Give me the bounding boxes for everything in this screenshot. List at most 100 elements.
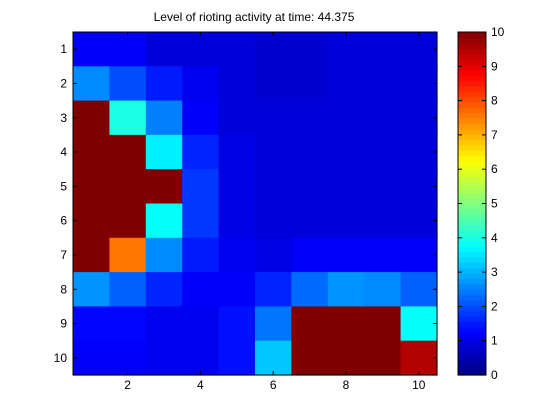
colorbar-segment xyxy=(458,257,486,264)
colorbar-segment xyxy=(458,262,486,269)
colorbar-segment xyxy=(458,74,486,81)
colorbar-segment xyxy=(458,32,486,38)
colorbar-segment xyxy=(458,149,486,156)
heatmap-cell-r6-c2 xyxy=(109,203,147,239)
colorbar-segment xyxy=(458,246,486,253)
heatmap-cell-r1-c1 xyxy=(73,32,110,67)
heatmap-cell-r9-c2 xyxy=(109,306,147,342)
colorbar-tick-label: 7 xyxy=(491,128,498,142)
heatmap-cell-r3-c9 xyxy=(364,100,402,136)
colorbar-segment xyxy=(458,64,486,71)
heatmap-cell-r10-c9 xyxy=(364,340,402,376)
heatmap-cell-r2-c3 xyxy=(145,66,183,102)
colorbar-tick-label: 10 xyxy=(491,25,505,39)
heatmap-cell-r4-c9 xyxy=(364,134,402,170)
chart-title: Level of rioting activity at time: 44.37… xyxy=(154,10,355,24)
heatmap-cell-r2-c2 xyxy=(109,66,147,102)
heatmap-cell-r1-c8 xyxy=(327,32,365,67)
y-tick-label: 3 xyxy=(60,111,67,125)
colorbar-segment xyxy=(458,171,486,178)
heatmap-cell-r3-c5 xyxy=(218,100,256,136)
heatmap-cell-r8-c1 xyxy=(73,272,110,307)
heatmap-cell-r5-c5 xyxy=(218,169,256,205)
colorbar-segment xyxy=(458,294,486,301)
heatmap-cell-r10-c1 xyxy=(73,340,110,376)
colorbar-tick-label: 2 xyxy=(491,299,498,313)
y-tick-label: 5 xyxy=(60,179,67,193)
colorbar-tick-label: 3 xyxy=(491,265,498,279)
heatmap-cell-r8-c4 xyxy=(182,272,220,307)
colorbar-segment xyxy=(458,321,486,328)
x-tick-label: 2 xyxy=(124,378,131,392)
colorbar-segment xyxy=(458,241,486,247)
heatmap-cell-r6-c4 xyxy=(182,203,220,239)
colorbar-segment xyxy=(458,155,486,162)
y-axis: 1 2 3 4 5 6 7 8 9 10 xyxy=(54,42,437,365)
colorbar-segment xyxy=(458,305,486,312)
heatmap-cell-r9-c7 xyxy=(291,306,329,342)
plot-frame xyxy=(72,31,438,376)
heatmap-cell-r8-c7 xyxy=(291,272,329,307)
heatmap-cell-r5-c3 xyxy=(145,169,183,205)
colorbar-segment xyxy=(458,96,486,103)
colorbar-segment xyxy=(458,310,486,317)
heatmap-cell-r6-c5 xyxy=(218,203,256,239)
colorbar-segment xyxy=(458,224,486,231)
colorbar-segment xyxy=(458,176,486,183)
colorbar-tick-label: 6 xyxy=(491,162,498,176)
heatmap-cell-r10-c4 xyxy=(182,340,220,376)
colorbar-segment xyxy=(458,267,486,274)
heatmap-cell-r6-c9 xyxy=(364,203,402,239)
heatmap-cell-r5-c4 xyxy=(182,169,220,205)
colorbar-segment xyxy=(458,101,486,108)
heatmap-cell-r7-c8 xyxy=(327,237,365,273)
colorbar-segment xyxy=(458,165,486,172)
heatmap-cell-r10-c2 xyxy=(109,340,147,376)
x-tick-label: 6 xyxy=(270,378,277,392)
heatmap-cell-r5-c1 xyxy=(73,169,110,205)
colorbar-segment xyxy=(458,144,486,151)
heatmap-cell-r2-c1 xyxy=(73,66,110,102)
heatmap-cell-r7-c7 xyxy=(291,237,329,273)
colorbar-tick-label: 5 xyxy=(491,197,498,211)
heatmap-cell-r1-c6 xyxy=(255,32,292,67)
colorbar-segment xyxy=(458,69,486,76)
colorbar-segment xyxy=(458,90,486,97)
x-tick-label: 8 xyxy=(343,378,350,392)
colorbar-segment xyxy=(458,337,486,344)
colorbar-segment xyxy=(458,80,486,87)
heatmap-cell-r9-c4 xyxy=(182,306,220,342)
heatmap-cell-r3-c8 xyxy=(327,100,365,136)
heatmap-cell-r1-c3 xyxy=(145,32,183,67)
heatmap-cell-r1-c9 xyxy=(364,32,402,67)
heatmap-cell-r5-c2 xyxy=(109,169,147,205)
colorbar-segment xyxy=(458,326,486,333)
colorbar-segment xyxy=(458,85,486,92)
heatmap-cell-r7-c4 xyxy=(182,237,220,273)
heatmap-cell-r6-c6 xyxy=(255,203,292,239)
heatmap-cell-r3-c10 xyxy=(400,100,438,136)
heatmap-cell-r5-c8 xyxy=(327,169,365,205)
y-tick-label: 4 xyxy=(60,145,67,159)
colorbar-segment xyxy=(458,364,486,371)
colorbar-segment xyxy=(458,160,486,167)
heatmap-cell-r9-c10 xyxy=(400,306,438,342)
heatmap-cell-r4-c7 xyxy=(291,134,329,170)
heatmap-cell-r7-c6 xyxy=(255,237,292,273)
heatmap-cell-r9-c5 xyxy=(218,306,256,342)
x-axis: 2 4 6 8 10 xyxy=(124,32,426,392)
x-tick-label: 4 xyxy=(197,378,204,392)
heatmap-cell-r3-c3 xyxy=(145,100,183,136)
heatmap-cell-r1-c10 xyxy=(400,32,438,67)
heatmap-cell-r1-c4 xyxy=(182,32,220,67)
heatmap-cell-r10-c10 xyxy=(400,340,438,376)
heatmap-cell-r5-c10 xyxy=(400,169,438,205)
colorbar-axis: 0 1 2 3 4 5 6 7 8 9 10 xyxy=(458,25,505,382)
heatmap-cell-r2-c8 xyxy=(327,66,365,102)
heatmap-cell-r7-c1 xyxy=(73,237,110,273)
y-tick-label: 10 xyxy=(54,351,68,365)
colorbar-segment xyxy=(458,187,486,194)
heatmap-cell-r9-c9 xyxy=(364,306,402,342)
colorbar-segment xyxy=(458,117,486,124)
heatmap-cell-r8-c9 xyxy=(364,272,402,307)
